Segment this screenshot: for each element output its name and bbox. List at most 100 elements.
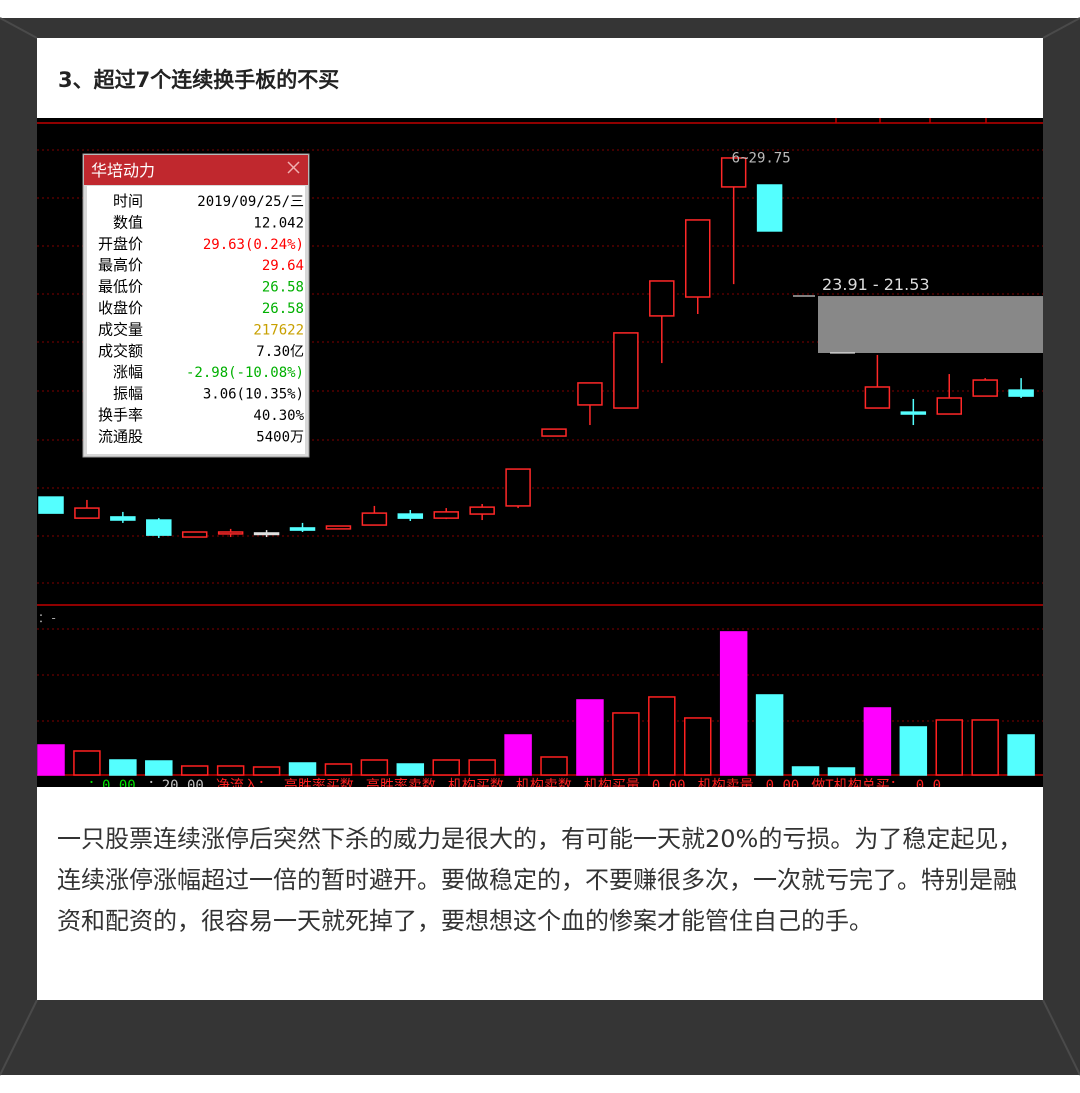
indicator-text: 0.00 (766, 778, 800, 794)
volume-label: ：- (38, 611, 57, 625)
candle-body (720, 157, 747, 188)
info-value: 3.06(10.35%) (203, 387, 304, 403)
info-value: -2.98(-10.08%) (186, 365, 304, 381)
article-paragraph: 一只股票连续涨停后突然下杀的威力是很大的，有可能一天就20%的亏损。为了稳定起见… (57, 825, 1023, 935)
candle-body (110, 516, 136, 521)
candle-body (433, 511, 459, 519)
volume-bar (576, 699, 604, 776)
gap-box (818, 296, 1043, 354)
volume-bar (180, 765, 209, 776)
candle-body (577, 382, 603, 406)
info-label: 时间 (113, 192, 143, 210)
candle-body (936, 397, 962, 415)
indicator-text: 机构买数 (448, 778, 504, 794)
candle-body (217, 531, 244, 535)
candle-body (397, 513, 424, 519)
volume-bar (612, 712, 640, 776)
volume-bar (145, 760, 173, 776)
candle-body (541, 428, 567, 437)
info-label: 换手率 (98, 406, 143, 424)
section-title: 3、超过7个连续换手板的不买 (58, 68, 340, 92)
panel-titlebar (84, 155, 308, 185)
indicator-text: 机构卖量 (698, 778, 754, 794)
candle-body (469, 506, 495, 515)
volume-bar (755, 694, 784, 776)
volume-bar (252, 766, 281, 776)
volume-bar (791, 766, 820, 776)
indicator-strip: ：0.00 ：20.00 净流入： 高胜率买数 高胜率卖数 机构买数 机构卖数 机构买量 0.0… (88, 777, 941, 794)
volume-bar (324, 763, 353, 776)
candle-body (649, 280, 675, 317)
info-value: 40.30% (253, 408, 304, 424)
info-label: 收盘价 (98, 299, 143, 317)
info-label: 成交额 (98, 342, 143, 360)
info-value: 26.58 (262, 280, 304, 296)
candle-body (505, 468, 531, 507)
candle-body (253, 532, 280, 536)
indicator-text: 做T机构总买： (811, 778, 903, 794)
frame-corners (0, 17, 1080, 1076)
info-label: 成交量 (98, 320, 143, 338)
info-label: 最高价 (98, 256, 143, 274)
volume-bar (396, 763, 425, 776)
volume-bar (683, 717, 712, 776)
volume-bar (216, 765, 245, 776)
info-value: 29.64 (262, 258, 304, 274)
volume-bar (648, 696, 676, 776)
candle-body (864, 386, 891, 409)
high-label: 6~29.75 (732, 150, 791, 166)
volume-bar (73, 750, 101, 776)
volume-bar (1007, 734, 1035, 776)
indicator-text: 0.0 (916, 778, 941, 794)
candle-body (1008, 389, 1034, 397)
volume-bar (935, 719, 963, 776)
indicator-text: 净流入： (216, 778, 272, 794)
info-label: 振幅 (113, 385, 143, 403)
candle-body (900, 411, 927, 415)
volume-bar (288, 762, 317, 776)
close-icon (287, 161, 300, 174)
volume-bar (360, 759, 389, 776)
candle-body (756, 184, 783, 232)
panel-title: 华培动力 (91, 161, 155, 180)
volume-bar (37, 744, 65, 776)
gap-label: 23.91 - 21.53 (822, 275, 930, 294)
info-label: 涨幅 (113, 363, 143, 381)
volume-bar (504, 734, 532, 776)
info-label: 流通股 (98, 427, 143, 445)
volume-bar (540, 756, 568, 776)
info-value: 12.042 (253, 215, 304, 231)
candle-body (613, 332, 639, 409)
candle-body (972, 379, 998, 397)
candle-body (74, 507, 100, 519)
info-label: 开盘价 (98, 235, 143, 253)
indicator-text: ：0.00 (88, 778, 136, 794)
plot: ：- ：0.00 ：20.00 净流入： 高胜率买数 高胜率卖数 机构买数 机构卖数 机构买量… (37, 118, 1043, 794)
volume-bar (863, 707, 892, 776)
indicator-text: 高胜率买数 (284, 777, 354, 794)
volume-bar (432, 759, 460, 776)
candle-body (361, 512, 388, 526)
indicator-text: ：20.00 (148, 778, 204, 794)
candle-body (181, 531, 208, 538)
panel-body (87, 186, 305, 454)
candle-body (38, 496, 64, 514)
info-label: 数值 (113, 213, 143, 231)
candle-body (325, 525, 352, 530)
candle-body (146, 519, 172, 536)
candle-body (289, 527, 316, 531)
candle-body (684, 219, 711, 298)
volume-bar (899, 726, 928, 776)
info-value: 7.30亿 (256, 344, 304, 360)
volume-bar (109, 759, 137, 776)
volume-bar (719, 631, 748, 776)
indicator-text: 高胜率卖数 (366, 777, 436, 794)
indicator-text: 机构买量 (584, 778, 640, 794)
info-value: 5400万 (256, 429, 304, 445)
info-value: 26.58 (262, 301, 304, 317)
info-value: 217622 (253, 322, 304, 338)
info-panel: 华培动力 时间 2019/09/25/三数值 12.042 开盘价 29.63(0.24… (82, 153, 310, 458)
indicator-text: 0.00 (652, 778, 686, 794)
info-label: 最低价 (98, 278, 143, 296)
